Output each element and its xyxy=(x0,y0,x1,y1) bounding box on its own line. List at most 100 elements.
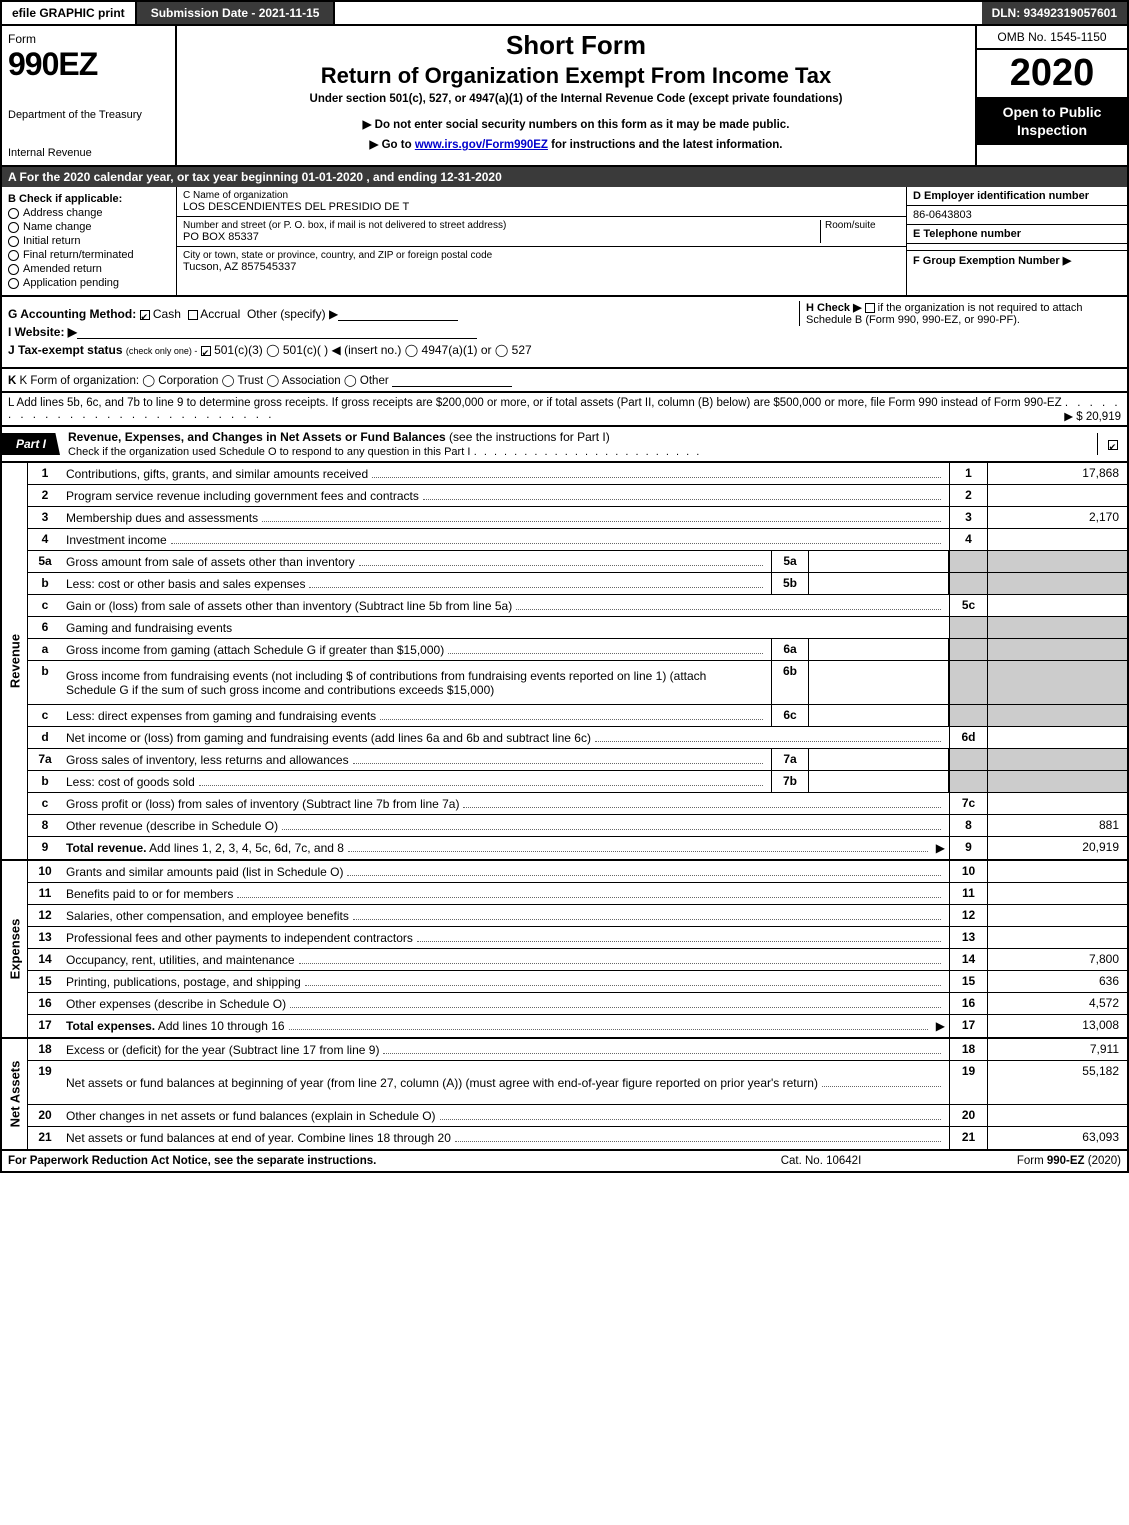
expenses-table: Expenses 10Grants and similar amounts pa… xyxy=(0,861,1129,1039)
chk-application-pending-label: Application pending xyxy=(23,277,119,289)
line-number: 13 xyxy=(28,927,62,948)
line-desc: Other changes in net assets or fund bala… xyxy=(62,1105,949,1126)
line-ref: 14 xyxy=(949,949,987,970)
chk-address-change[interactable]: Address change xyxy=(8,207,170,219)
line-number: b xyxy=(28,661,62,704)
line-value: 4,572 xyxy=(987,993,1127,1014)
line-ref: 2 xyxy=(949,485,987,506)
table-row: 5aGross amount from sale of assets other… xyxy=(28,551,1127,573)
netassets-table: Net Assets 18Excess or (deficit) for the… xyxy=(0,1039,1129,1151)
j-opts: 501(c)(3) ◯ 501(c)( ) ◀ (insert no.) ◯ 4… xyxy=(214,343,532,357)
chk-name-change[interactable]: Name change xyxy=(8,221,170,233)
line-desc: Printing, publications, postage, and shi… xyxy=(62,971,949,992)
chk-initial-return[interactable]: Initial return xyxy=(8,235,170,247)
chk-final-return[interactable]: Final return/terminated xyxy=(8,249,170,261)
line-ref xyxy=(949,617,987,638)
form-number: 990EZ xyxy=(8,46,169,83)
line-desc: Contributions, gifts, grants, and simila… xyxy=(62,463,949,484)
line-number: 10 xyxy=(28,861,62,882)
under-section: Under section 501(c), 527, or 4947(a)(1)… xyxy=(185,93,967,105)
chk-address-change-label: Address change xyxy=(23,207,103,219)
line-desc: Total revenue. Add lines 1, 2, 3, 4, 5c,… xyxy=(62,837,949,859)
line-number: 19 xyxy=(28,1061,62,1104)
line-number: b xyxy=(28,573,62,594)
goto-link[interactable]: www.irs.gov/Form990EZ xyxy=(415,139,548,151)
sub-line-ref: 6a xyxy=(771,639,809,660)
line-ref: 8 xyxy=(949,815,987,836)
line-ref: 17 xyxy=(949,1015,987,1037)
chk-amended-return[interactable]: Amended return xyxy=(8,263,170,275)
line-value: 7,800 xyxy=(987,949,1127,970)
g-accrual-checkbox[interactable] xyxy=(188,310,198,320)
line-number: 17 xyxy=(28,1015,62,1037)
dept-irs: Internal Revenue xyxy=(8,147,169,159)
i-row: I Website: ▶ xyxy=(8,325,1121,339)
line-ref: 3 xyxy=(949,507,987,528)
line-desc: Investment income xyxy=(62,529,949,550)
line-ref xyxy=(949,573,987,594)
line-desc: Gain or (loss) from sale of assets other… xyxy=(62,595,949,616)
table-row: bLess: cost or other basis and sales exp… xyxy=(28,573,1127,595)
line-desc: Benefits paid to or for members xyxy=(62,883,949,904)
room-label: Room/suite xyxy=(825,220,900,231)
line-ref: 4 xyxy=(949,529,987,550)
footer-left: For Paperwork Reduction Act Notice, see … xyxy=(8,1155,721,1167)
topbar-spacer xyxy=(335,2,981,24)
line-ref xyxy=(949,705,987,726)
group-exemption-label: F Group Exemption Number ▶ xyxy=(913,255,1071,267)
line-desc: Gross amount from sale of assets other t… xyxy=(62,551,771,572)
grid-bc: B Check if applicable: Address change Na… xyxy=(0,187,1129,297)
line-value xyxy=(987,573,1127,594)
part1-desc: Revenue, Expenses, and Changes in Net As… xyxy=(60,427,1097,461)
goto-line: ▶ Go to www.irs.gov/Form990EZ for instru… xyxy=(185,137,967,151)
open-to-public: Open to Public Inspection xyxy=(977,97,1127,145)
table-row: 8Other revenue (describe in Schedule O)8… xyxy=(28,815,1127,837)
website-input[interactable] xyxy=(77,327,477,339)
footer-right-post: (2020) xyxy=(1085,1155,1121,1167)
short-form-title: Short Form xyxy=(185,30,967,61)
part1-checknote: Check if the organization used Schedule … xyxy=(68,446,470,458)
line-number: 1 xyxy=(28,463,62,484)
line-ref xyxy=(949,551,987,572)
chk-application-pending[interactable]: Application pending xyxy=(8,277,170,289)
tax-year: 2020 xyxy=(977,50,1127,97)
table-row: 16Other expenses (describe in Schedule O… xyxy=(28,993,1127,1015)
sub-line-val xyxy=(809,661,949,704)
line-value xyxy=(987,661,1127,704)
table-row: 3Membership dues and assessments32,170 xyxy=(28,507,1127,529)
part1-schedule-o-checkbox[interactable] xyxy=(1097,433,1127,455)
table-row: 14Occupancy, rent, utilities, and mainte… xyxy=(28,949,1127,971)
line-value xyxy=(987,705,1127,726)
g-other-input[interactable] xyxy=(338,309,458,321)
table-row: cGain or (loss) from sale of assets othe… xyxy=(28,595,1127,617)
line-desc: Other revenue (describe in Schedule O) xyxy=(62,815,949,836)
line-ref: 10 xyxy=(949,861,987,882)
omb-number: OMB No. 1545-1150 xyxy=(977,26,1127,50)
line-desc: Less: direct expenses from gaming and fu… xyxy=(62,705,771,726)
k-other-input[interactable] xyxy=(392,375,512,387)
h-checkbox[interactable] xyxy=(865,303,875,313)
line-desc: Net income or (loss) from gaming and fun… xyxy=(62,727,949,748)
revenue-label: Revenue xyxy=(7,634,22,688)
line-desc: Gross income from fundraising events (no… xyxy=(62,661,771,704)
l-gross-receipts: ▶ $ 20,919 xyxy=(1064,409,1121,423)
line-ref xyxy=(949,661,987,704)
city-label: City or town, state or province, country… xyxy=(183,250,900,261)
k-text: K Form of organization: ◯ Corporation ◯ … xyxy=(20,375,389,387)
line-number: 7a xyxy=(28,749,62,770)
line-desc: Occupancy, rent, utilities, and maintena… xyxy=(62,949,949,970)
table-row: 9Total revenue. Add lines 1, 2, 3, 4, 5c… xyxy=(28,837,1127,859)
expenses-label: Expenses xyxy=(7,919,22,980)
table-row: 18Excess or (deficit) for the year (Subt… xyxy=(28,1039,1127,1061)
sub-line-ref: 6c xyxy=(771,705,809,726)
line-number: 9 xyxy=(28,837,62,859)
line-ref: 19 xyxy=(949,1061,987,1104)
j-label: J Tax-exempt status xyxy=(8,343,123,357)
g-cash-checkbox[interactable] xyxy=(140,310,150,320)
table-row: 12Salaries, other compensation, and empl… xyxy=(28,905,1127,927)
dln: DLN: 93492319057601 xyxy=(982,2,1127,24)
submission-date: Submission Date - 2021-11-15 xyxy=(137,2,336,24)
sub-line-ref: 7b xyxy=(771,771,809,792)
j-501c3-checkbox[interactable] xyxy=(201,346,211,356)
line-number: c xyxy=(28,705,62,726)
